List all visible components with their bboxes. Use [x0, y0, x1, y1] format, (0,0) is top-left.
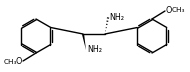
Polygon shape: [82, 34, 86, 50]
Text: NH₂: NH₂: [88, 46, 102, 55]
Text: O: O: [16, 57, 22, 66]
Text: CH₃: CH₃: [172, 7, 185, 14]
Text: NH₂: NH₂: [109, 14, 124, 22]
Text: O: O: [166, 6, 172, 15]
Text: CH₃: CH₃: [4, 58, 17, 65]
